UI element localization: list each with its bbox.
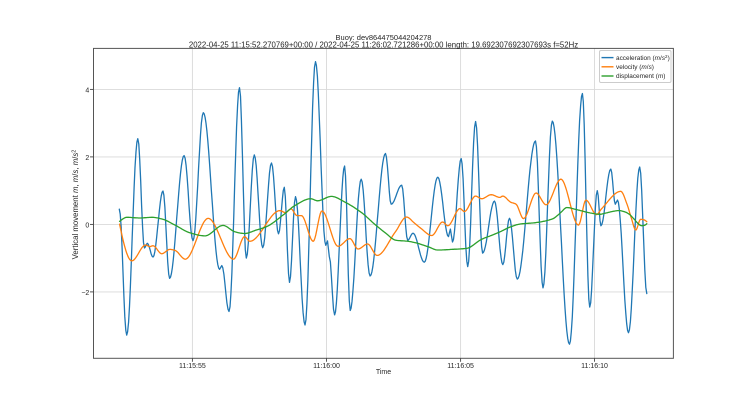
svg-text:Buoy: dev864475044204278: Buoy: dev864475044204278 (336, 33, 432, 42)
svg-text:Vertical movement m, m/s, m/s2: Vertical movement m, m/s, m/s2 (71, 150, 80, 260)
svg-text:Time: Time (376, 369, 391, 376)
svg-text:−2: −2 (81, 290, 89, 297)
svg-text:11:16:10: 11:16:10 (581, 363, 608, 370)
svg-text:acceleration (m/s2): acceleration (m/s2) (616, 54, 670, 62)
svg-text:displacement (m): displacement (m) (616, 73, 665, 80)
svg-text:11:15:55: 11:15:55 (179, 363, 206, 370)
svg-text:0: 0 (85, 223, 89, 230)
svg-text:2022-04-25 11:15:52.270769+00:: 2022-04-25 11:15:52.270769+00:00 / 2022-… (189, 40, 578, 49)
svg-text:11:16:00: 11:16:00 (313, 363, 340, 370)
svg-text:4: 4 (85, 88, 89, 95)
svg-text:velocity (m/s): velocity (m/s) (616, 64, 654, 71)
svg-text:11:16:05: 11:16:05 (447, 363, 474, 370)
svg-text:2: 2 (85, 155, 89, 162)
